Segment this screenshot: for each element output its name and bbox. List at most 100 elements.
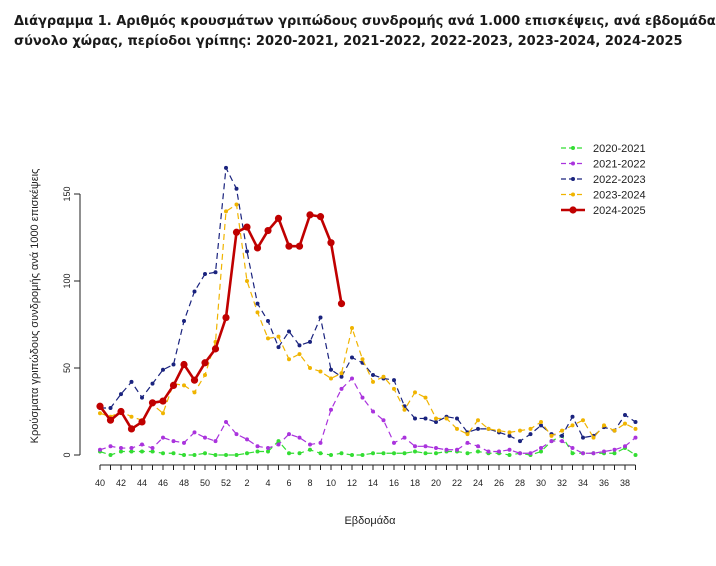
data-point: [360, 453, 365, 457]
data-point: [255, 310, 260, 315]
data-point: [413, 390, 417, 395]
x-tick-label: 32: [557, 478, 567, 488]
data-point: [455, 426, 459, 431]
data-point: [297, 435, 302, 440]
data-point: [591, 451, 596, 456]
data-point: [119, 392, 123, 397]
x-tick-label: 30: [536, 478, 546, 488]
x-tick-label: 36: [599, 478, 609, 488]
data-point: [108, 453, 113, 457]
series-line: [99, 377, 636, 454]
data-point: [518, 439, 522, 444]
data-point: [339, 371, 344, 376]
data-point: [602, 423, 606, 428]
data-point: [539, 419, 543, 424]
legend-label: 2024-2025: [593, 205, 646, 217]
data-point: [180, 360, 188, 369]
data-point: [539, 446, 543, 451]
data-point: [339, 451, 344, 456]
data-point: [612, 428, 617, 433]
data-point: [255, 301, 260, 306]
legend-marker: [571, 177, 575, 181]
x-tick-label: 12: [347, 478, 357, 488]
x-tick-label: 22: [452, 478, 462, 488]
data-point: [129, 446, 134, 451]
data-point: [633, 426, 638, 431]
data-point: [392, 451, 396, 456]
data-point: [234, 186, 239, 191]
data-point: [329, 367, 333, 372]
data-point: [140, 449, 144, 454]
data-point: [266, 336, 270, 341]
data-point: [318, 369, 323, 374]
x-tick-label: 10: [326, 478, 336, 488]
data-point: [623, 421, 627, 426]
legend-item: 2021-2022: [561, 159, 646, 171]
data-point: [528, 432, 533, 437]
data-point: [434, 446, 438, 451]
data-point: [434, 419, 438, 424]
data-point: [119, 449, 123, 454]
data-point: [171, 362, 176, 367]
data-point: [327, 239, 335, 247]
data-point: [203, 451, 207, 456]
data-point: [182, 319, 186, 324]
x-tick-label: 14: [368, 478, 378, 488]
legend-marker: [571, 146, 575, 150]
data-point: [602, 449, 606, 454]
series-2023-2024: [98, 202, 638, 440]
data-point: [129, 379, 134, 384]
data-point: [276, 439, 281, 444]
data-point: [243, 223, 251, 231]
data-point: [276, 442, 281, 447]
y-tick-label: 0: [62, 452, 72, 457]
data-point: [276, 345, 281, 350]
data-point: [570, 451, 575, 456]
data-point: [337, 300, 346, 308]
x-tick-label: 4: [265, 478, 270, 488]
data-point: [581, 435, 585, 440]
data-point: [308, 366, 312, 370]
data-point: [108, 406, 113, 411]
data-point: [308, 442, 312, 447]
data-point: [612, 447, 617, 452]
data-point: [539, 423, 543, 428]
data-point: [222, 313, 230, 322]
data-point: [192, 430, 197, 435]
data-point: [287, 357, 291, 362]
data-point: [245, 437, 249, 442]
series-line: [99, 435, 636, 456]
legend-label: 2021-2022: [593, 159, 646, 171]
legend-item: 2022-2023: [561, 174, 646, 186]
data-point: [549, 439, 554, 444]
data-point: [140, 442, 144, 447]
data-point: [570, 423, 575, 428]
data-point: [161, 367, 165, 372]
data-point: [287, 329, 291, 334]
data-point: [276, 334, 281, 339]
x-tick-label: 24: [473, 478, 483, 488]
data-point: [486, 449, 491, 454]
data-point: [148, 399, 157, 407]
data-point: [560, 433, 564, 438]
data-point: [633, 419, 638, 424]
data-point: [413, 416, 417, 421]
data-point: [329, 407, 333, 412]
series-line: [100, 167, 636, 442]
data-point: [255, 449, 260, 454]
data-point: [182, 440, 186, 445]
data-point: [623, 412, 627, 417]
data-point: [213, 270, 218, 275]
series-2024-2025: [96, 211, 346, 433]
data-point: [224, 453, 228, 457]
data-point: [192, 289, 197, 294]
legend-label: 2023-2024: [593, 190, 646, 202]
data-point: [108, 444, 113, 449]
data-point: [192, 453, 197, 457]
y-tick-label: 150: [62, 186, 72, 201]
data-point: [245, 451, 249, 456]
legend-item: 2024-2025: [561, 205, 646, 217]
data-point: [129, 414, 134, 419]
legend-marker: [569, 206, 577, 214]
